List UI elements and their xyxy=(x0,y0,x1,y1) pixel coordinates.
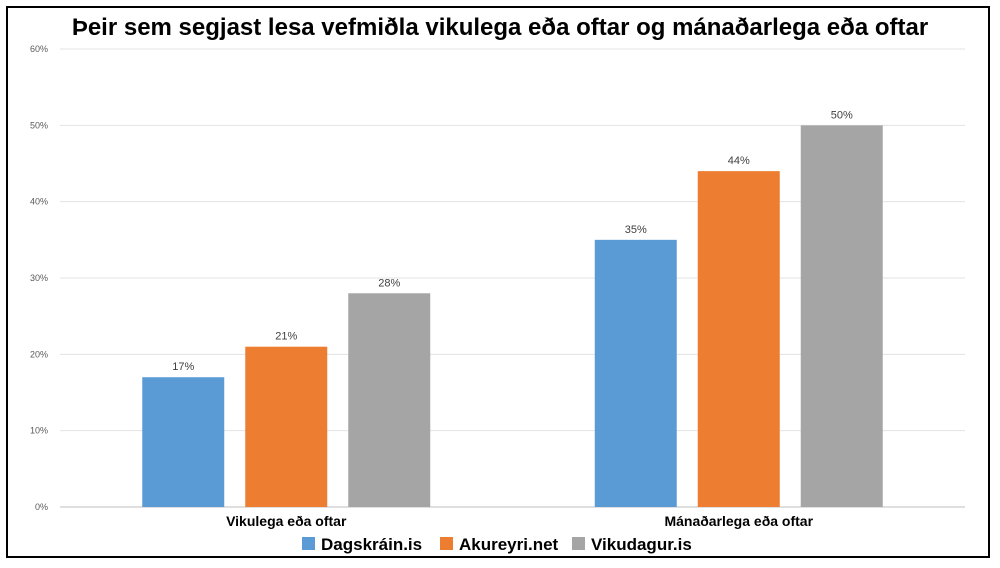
y-tick-label: 60% xyxy=(30,44,48,54)
bar xyxy=(697,171,780,507)
y-tick-label: 10% xyxy=(30,426,48,436)
data-label: 17% xyxy=(172,361,194,373)
bar xyxy=(142,377,225,507)
legend-swatch xyxy=(440,537,453,550)
x-axis: Vikulega eða oftar Mánaðarlega eða oftar xyxy=(226,513,814,529)
legend-item: Dagskráin.is xyxy=(302,535,422,554)
legend-item: Akureyri.net xyxy=(440,535,559,554)
legend: Dagskráin.is Akureyri.net Vikudagur.is xyxy=(302,535,692,554)
legend-item: Vikudagur.is xyxy=(572,535,692,554)
data-label: 28% xyxy=(378,277,400,289)
legend-label: Dagskráin.is xyxy=(321,535,422,554)
y-tick-label: 30% xyxy=(30,273,48,283)
bar xyxy=(245,346,328,507)
data-label: 50% xyxy=(831,109,853,121)
legend-label: Vikudagur.is xyxy=(591,535,692,554)
data-label: 35% xyxy=(625,224,647,236)
y-tick-label: 40% xyxy=(30,197,48,207)
x-category-label: Vikulega eða oftar xyxy=(226,513,347,529)
y-tick-label: 20% xyxy=(30,349,48,359)
bar xyxy=(594,239,677,508)
data-label: 44% xyxy=(728,155,750,167)
legend-label: Akureyri.net xyxy=(459,535,559,554)
y-tick-label: 0% xyxy=(35,502,48,512)
x-category-label: Mánaðarlega eða oftar xyxy=(664,513,813,529)
bar xyxy=(800,125,883,507)
y-tick-label: 50% xyxy=(30,120,48,130)
bars: 17% 21% 28% 35% 44% 50% xyxy=(142,109,883,508)
chart-title: Þeir sem segjast lesa vefmiðla vikulega … xyxy=(72,14,928,41)
legend-swatch xyxy=(302,537,315,550)
legend-swatch xyxy=(572,537,585,550)
y-axis: 0% 10% 20% 30% 40% 50% 60% xyxy=(30,44,48,512)
data-label: 21% xyxy=(275,331,297,343)
bar xyxy=(348,293,431,507)
